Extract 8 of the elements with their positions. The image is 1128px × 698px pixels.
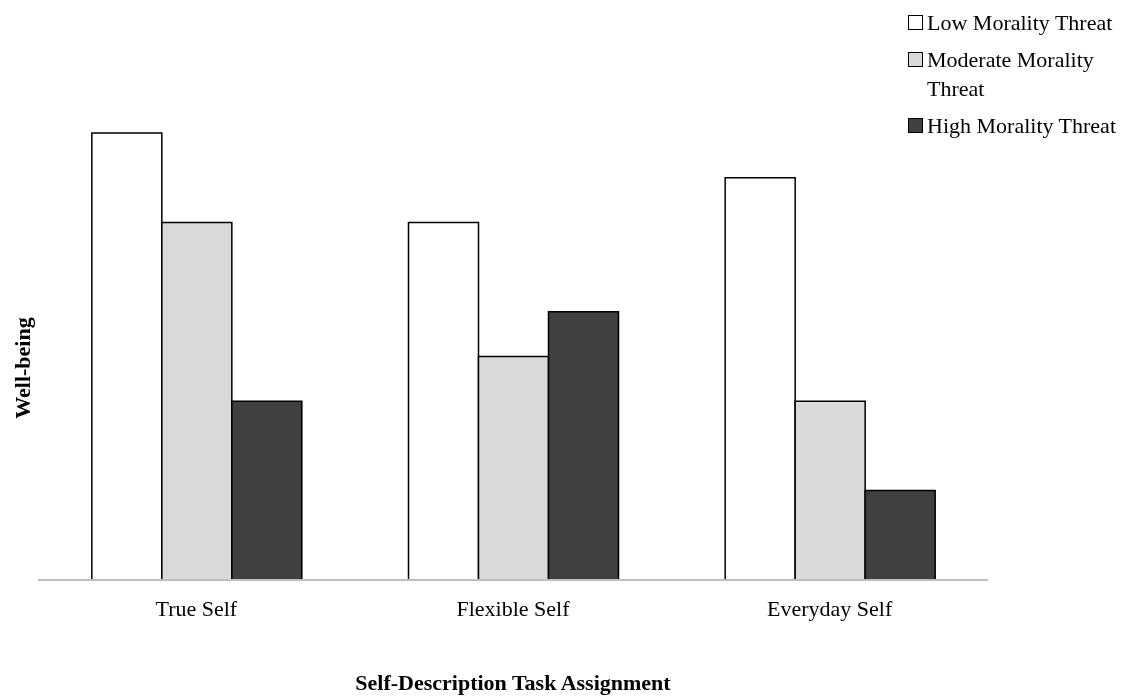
x-axis-title: Self-Description Task Assignment xyxy=(355,670,672,695)
y-axis-title: Well-being xyxy=(10,317,36,419)
x-tick-label: Everyday Self xyxy=(767,595,893,621)
legend-label: Moderate Morality Threat xyxy=(927,46,1095,103)
legend-label: High Morality Threat xyxy=(927,112,1116,140)
x-tick-label: True Self xyxy=(155,595,238,621)
x-tick-label: Flexible Self xyxy=(456,595,571,621)
legend-label: Low Morality Threat xyxy=(927,9,1113,37)
